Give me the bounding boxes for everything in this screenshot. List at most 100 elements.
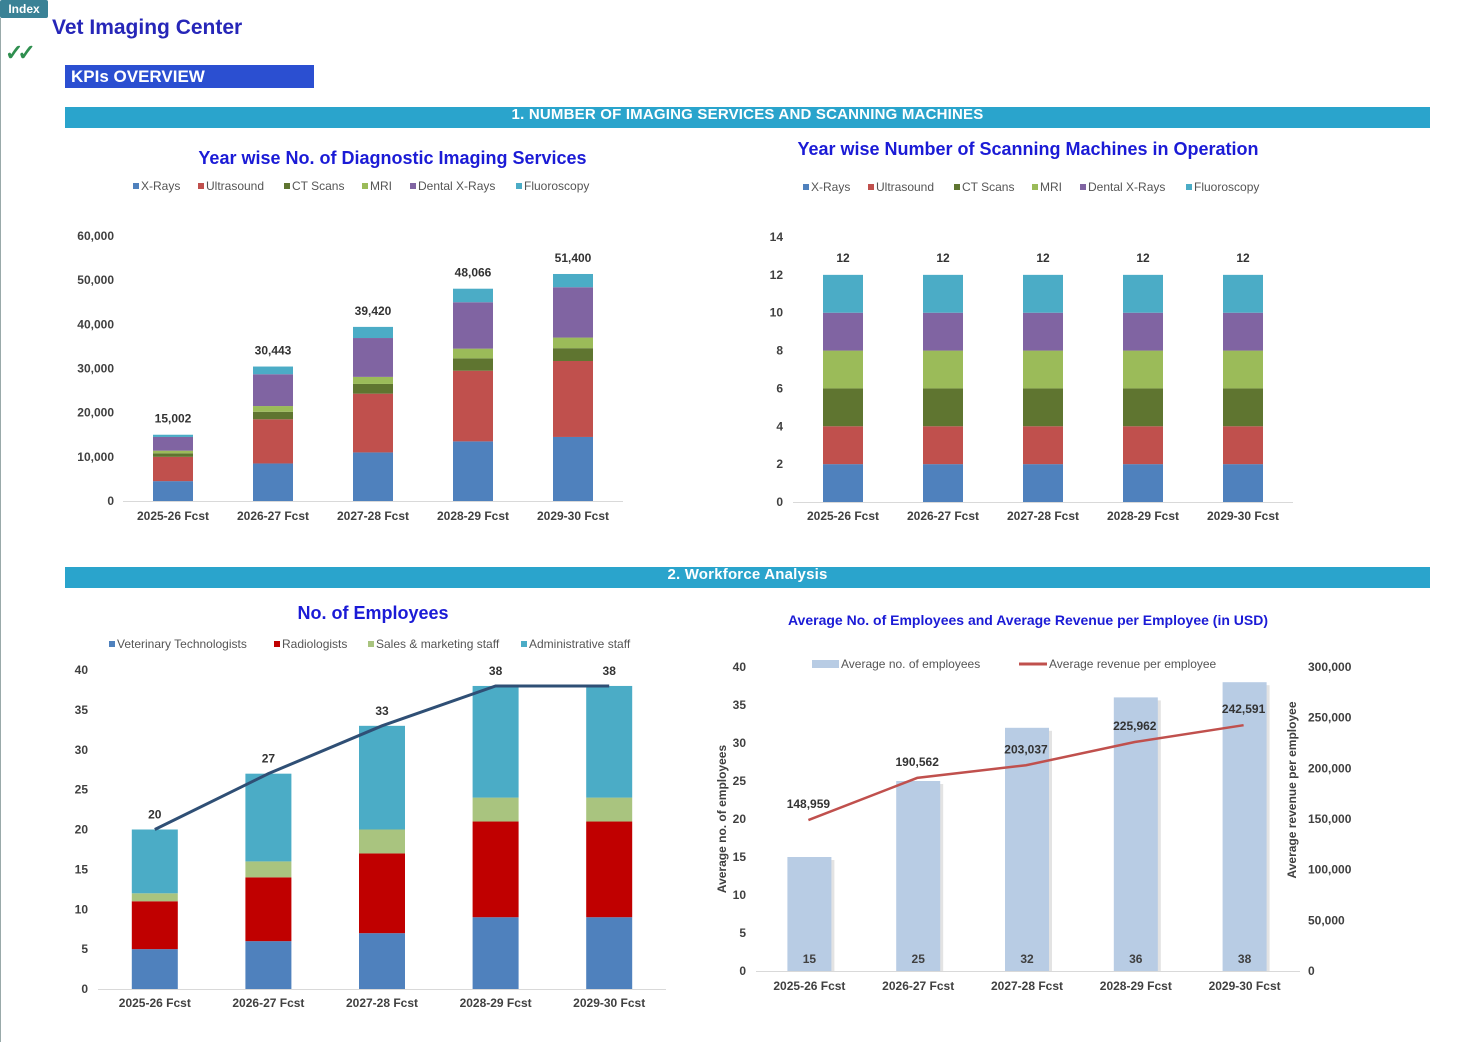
chart1-bar-x-rays [553,436,593,501]
chart1-bar-fluoroscopy [453,288,493,303]
chart3-bar-radiologists [131,901,178,950]
chart1-bar-x-rays [453,441,493,501]
chart3-bar-sales-marketing-staff [359,829,405,854]
chart2-legend-ultrasound: Ultrasound [876,180,934,194]
chart1-legend-ct-scans-marker [284,183,290,189]
chart4-bar-avg-employees [896,781,941,971]
chart3-legend-administrative-staff-marker [521,641,527,647]
chart1-bar-dental-x-rays [253,374,293,407]
left-divider [0,18,1,1042]
chart2-xtick-label: 2026-27 Fcst [907,509,979,523]
chart2-bar-fluoroscopy [1223,274,1263,313]
chart1-bar-fluoroscopy [553,273,593,288]
chart1-ytick-label: 30,000 [77,362,114,376]
chart2-bar-ct-scans [1123,388,1163,427]
chart1-legend-fluoroscopy: Fluoroscopy [524,179,589,193]
chart2-bar-dental-x-rays [1223,312,1263,351]
chart3-bar-radiologists [472,821,519,918]
chart3-total-line [154,684,610,831]
chart2-bar-fluoroscopy [923,274,963,313]
chart1-total-label: 30,443 [255,344,292,358]
chart2-ytick-label: 6 [776,381,783,395]
chart4-bar-label: 38 [1238,952,1252,966]
chart4-legend-average-no-of-employees: Average no. of employees [841,657,980,671]
chart1-bar-mri [353,376,393,384]
chart2-ytick-label: 0 [776,495,783,509]
chart2-bar-x-rays [823,464,863,502]
chart4-ytick-label: 25 [733,774,747,788]
chart4-ytick-label: 5 [739,926,746,940]
chart1-legend-dental-x-rays: Dental X-Rays [418,179,495,193]
chart4-bar-label: 25 [912,952,926,966]
chart3-bar-veterinary-technologists [131,949,178,989]
chart4-y2tick-label: 300,000 [1308,660,1352,674]
chart1-bar-fluoroscopy [353,326,393,339]
chart2-legend-fluoroscopy: Fluoroscopy [1194,180,1259,194]
chart1-legend-dental-x-rays-marker [410,183,416,189]
chart1-ytick-label: 60,000 [77,229,114,243]
chart3-ytick-label: 20 [75,823,89,837]
chart1-bar-ct-scans [253,411,293,420]
chart2-ytick-label: 4 [776,419,783,433]
chart2-bar-ultrasound [1023,426,1063,465]
chart1-bar-ultrasound [353,393,393,453]
chart2-bar-mri [1223,350,1263,389]
chart4-ytick-label: 20 [733,812,747,826]
chart4-y2tick-label: 0 [1308,964,1315,978]
chart2-bar-dental-x-rays [823,312,863,351]
chart1-xtick-label: 2025-26 Fcst [137,509,209,523]
chart2-total-label: 12 [936,251,950,265]
chart3-ytick-label: 40 [75,663,89,677]
chart4-xtick-label: 2025-26 Fcst [773,979,845,993]
chart4-bar-avg-employees [1005,727,1049,971]
section-band-imaging: 1. NUMBER OF IMAGING SERVICES AND SCANNI… [65,107,1430,128]
chart2-bar-ct-scans [923,388,963,427]
chart2-xtick-label: 2028-29 Fcst [1107,509,1179,523]
chart3-bar-sales-marketing-staff [586,797,633,822]
chart3-xtick-label: 2026-27 Fcst [232,996,304,1010]
chart2-bar-mri [923,350,963,389]
chart2-ytick-label: 10 [770,306,784,320]
chart1-bar-x-rays [353,452,393,501]
chart2-bar-dental-x-rays [923,312,963,351]
chart4-line-label: 148,959 [787,797,831,811]
chart2-legend-fluoroscopy-marker [1186,184,1192,190]
chart1-ytick-label: 10,000 [77,450,114,464]
chart1-ytick-label: 0 [107,494,114,508]
chart2-ytick-label: 8 [776,344,783,358]
chart1-xtick-label: 2029-30 Fcst [537,509,609,523]
chart2-legend-ct-scans-marker [954,184,960,190]
chart1-bar-fluoroscopy [253,366,293,375]
chart2-bar-ct-scans [823,388,863,427]
chart1-ytick-label: 50,000 [77,273,114,287]
chart3-total-label: 38 [603,664,617,678]
chart1-legend-mri: MRI [370,179,392,193]
chart2-legend-mri: MRI [1040,180,1062,194]
chart4-xtick-label: 2027-28 Fcst [991,979,1063,993]
chart4-bar-label: 32 [1020,952,1034,966]
chart3-xtick-label: 2028-29 Fcst [460,996,532,1010]
chart4-line-label: 225,962 [1113,719,1157,733]
chart3-bar-veterinary-technologists [245,941,292,989]
chart1-total-label: 48,066 [455,266,492,280]
chart4-y2tick-label: 50,000 [1308,913,1345,927]
chart3-ytick-label: 25 [75,783,89,797]
chart4-ytick-label: 15 [733,850,747,864]
chart1-ytick-label: 20,000 [77,406,114,420]
chart4-y2label: Average revenue per employee [1285,701,1299,878]
chart1-bar-dental-x-rays [553,287,593,338]
chart3-bar-sales-marketing-staff [472,797,519,822]
chart2-total-label: 12 [836,251,850,265]
index-button[interactable]: Index [0,0,48,18]
chart1-bar-ultrasound [153,456,193,482]
chart1-legend-fluoroscopy-marker [516,183,522,189]
chart2-ytick-label: 12 [770,268,784,282]
chart4-line-avg-revenue [807,723,1244,822]
chart1-bar-fluoroscopy [153,434,193,437]
chart3-bar-sales-marketing-staff [131,893,178,902]
chart1-ytick-label: 40,000 [77,317,114,331]
chart2-bar-mri [823,350,863,389]
chart1-bar-x-rays [153,481,193,501]
chart2-xtick-label: 2029-30 Fcst [1207,509,1279,523]
section-band-workforce: 2. Workforce Analysis [65,567,1430,588]
